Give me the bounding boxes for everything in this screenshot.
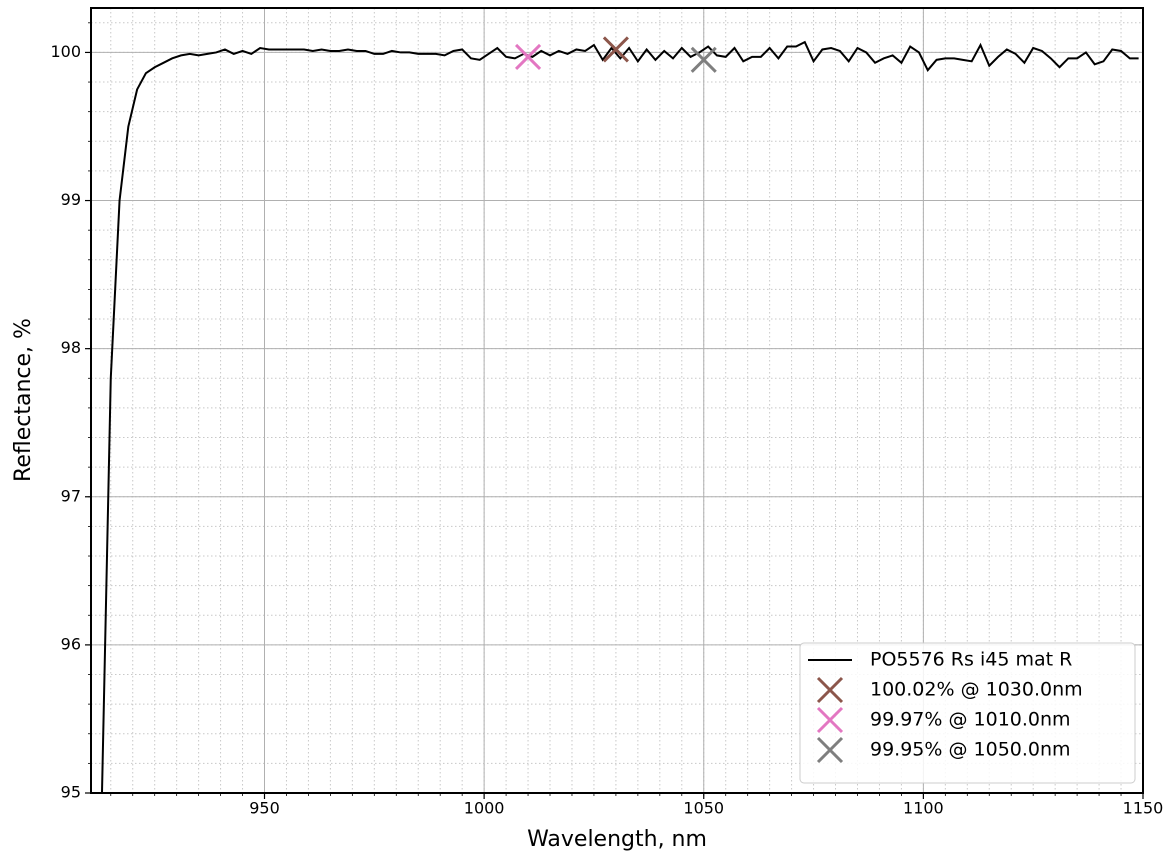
data-line [100,40,1139,793]
legend-label: PO5576 Rs i45 mat R [870,649,1072,671]
y-tick-label: 99 [61,190,81,209]
legend-label: 99.95% @ 1050.0nm [870,739,1071,761]
legend-swatch [816,736,844,764]
x-tick-label: 1000 [464,799,505,818]
x-marker [602,36,629,63]
y-tick-label: 97 [61,486,81,505]
legend-swatch [816,706,844,734]
legend-swatch [816,676,844,704]
x-tick-label: 1100 [903,799,944,818]
x-marker [690,46,717,73]
x-tick-label: 1050 [683,799,724,818]
x-marker [514,43,542,70]
plot-frame [90,7,1144,794]
x-tick-label: 1150 [1123,799,1164,818]
legend: PO5576 Rs i45 mat R 100.02% @ 1030.0nm 99.… [799,642,1136,784]
y-tick-label: 95 [61,783,81,802]
y-tick-label: 96 [61,634,81,653]
y-tick-label: 100 [50,42,81,61]
x-tick-label: 950 [249,799,280,818]
y-tick-label: 98 [61,338,81,357]
x-axis-label: Wavelength, nm [527,827,707,852]
legend-box [799,642,1136,784]
y-axis-label: Reflectance, % [11,318,36,482]
legend-label: 99.97% @ 1010.0nm [870,709,1071,731]
legend-label: 100.02% @ 1030.0nm [870,679,1083,701]
